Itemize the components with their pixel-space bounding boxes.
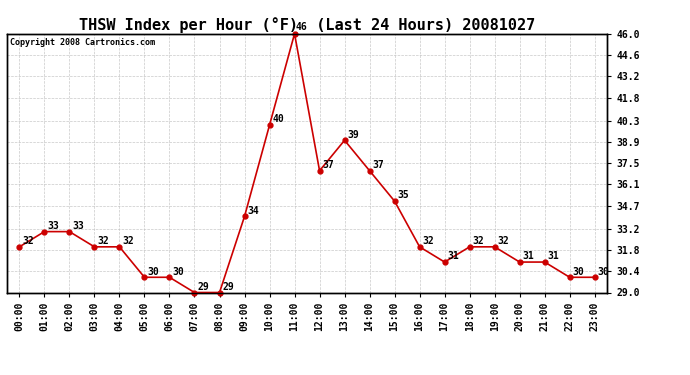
Text: 32: 32 xyxy=(22,236,34,246)
Text: Copyright 2008 Cartronics.com: Copyright 2008 Cartronics.com xyxy=(10,38,155,46)
Text: 31: 31 xyxy=(522,251,534,261)
Text: 33: 33 xyxy=(47,221,59,231)
Text: 29: 29 xyxy=(222,282,234,292)
Text: 32: 32 xyxy=(122,236,134,246)
Text: 29: 29 xyxy=(197,282,209,292)
Text: 39: 39 xyxy=(347,129,359,140)
Text: 32: 32 xyxy=(97,236,109,246)
Text: 33: 33 xyxy=(72,221,84,231)
Text: 35: 35 xyxy=(397,190,409,200)
Text: 32: 32 xyxy=(473,236,484,246)
Text: 46: 46 xyxy=(296,22,308,32)
Text: 34: 34 xyxy=(247,206,259,216)
Text: 37: 37 xyxy=(322,160,334,170)
Text: 32: 32 xyxy=(497,236,509,246)
Text: 31: 31 xyxy=(547,251,559,261)
Text: 40: 40 xyxy=(273,114,284,124)
Text: 31: 31 xyxy=(447,251,459,261)
Text: 30: 30 xyxy=(172,267,184,276)
Text: 32: 32 xyxy=(422,236,434,246)
Title: THSW Index per Hour (°F)  (Last 24 Hours) 20081027: THSW Index per Hour (°F) (Last 24 Hours)… xyxy=(79,17,535,33)
Text: 30: 30 xyxy=(573,267,584,276)
Text: 30: 30 xyxy=(598,267,609,276)
Text: 37: 37 xyxy=(373,160,384,170)
Text: 30: 30 xyxy=(147,267,159,276)
